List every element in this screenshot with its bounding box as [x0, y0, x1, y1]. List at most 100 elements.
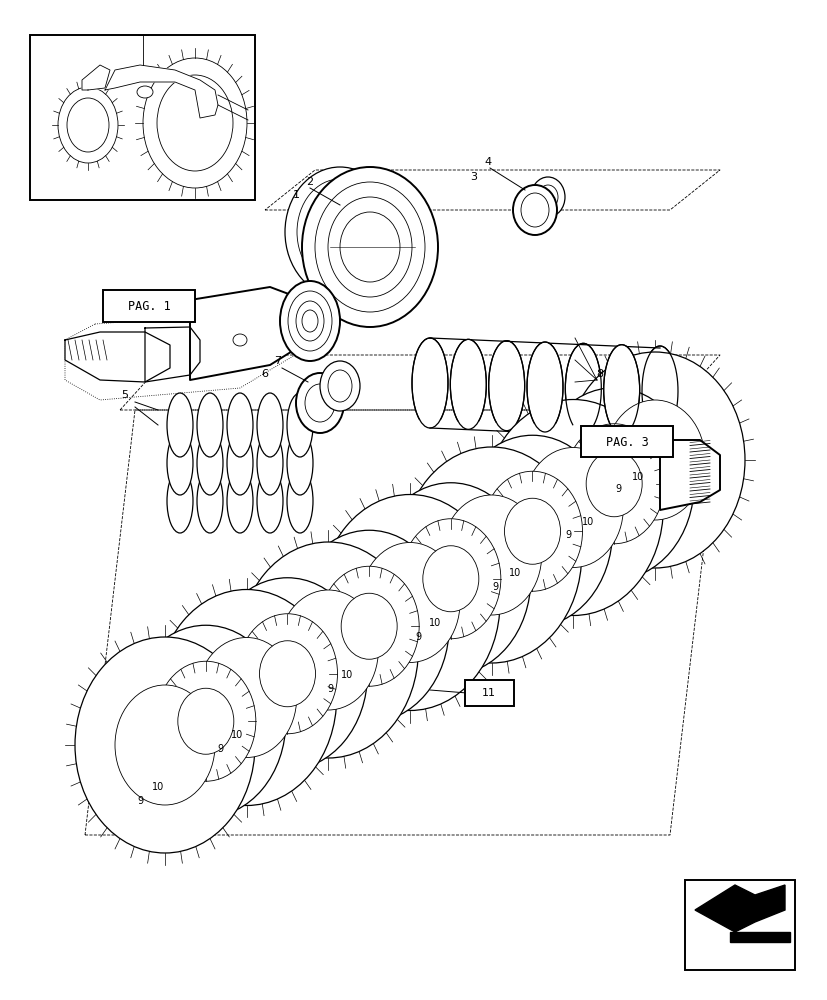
Ellipse shape: [197, 393, 222, 457]
Text: PAG. 1: PAG. 1: [127, 300, 170, 312]
Ellipse shape: [423, 546, 478, 612]
Ellipse shape: [227, 469, 253, 533]
Ellipse shape: [564, 352, 744, 568]
Text: 3: 3: [470, 172, 477, 182]
Ellipse shape: [115, 685, 215, 805]
Ellipse shape: [75, 637, 255, 853]
Text: 9: 9: [414, 632, 421, 642]
Polygon shape: [694, 885, 784, 932]
Text: 10: 10: [341, 670, 352, 680]
Ellipse shape: [238, 542, 418, 758]
FancyBboxPatch shape: [465, 680, 514, 706]
Text: 9: 9: [491, 582, 498, 592]
Ellipse shape: [318, 566, 418, 686]
Text: 9: 9: [614, 484, 620, 494]
Ellipse shape: [605, 400, 704, 520]
Ellipse shape: [302, 167, 437, 327]
Ellipse shape: [256, 469, 283, 533]
Text: PAG. 3: PAG. 3: [605, 436, 648, 448]
Ellipse shape: [237, 614, 337, 734]
Text: 5: 5: [122, 390, 128, 400]
Ellipse shape: [287, 469, 313, 533]
Text: 9: 9: [136, 796, 143, 806]
Ellipse shape: [603, 345, 639, 435]
Ellipse shape: [400, 519, 500, 639]
Polygon shape: [729, 932, 789, 942]
Ellipse shape: [197, 638, 296, 758]
FancyBboxPatch shape: [581, 426, 672, 457]
Text: 10: 10: [428, 618, 441, 628]
Ellipse shape: [520, 193, 548, 227]
Text: 11: 11: [481, 688, 495, 698]
Bar: [684, 880, 794, 970]
Ellipse shape: [586, 451, 642, 517]
Bar: [30, 35, 255, 200]
Ellipse shape: [278, 590, 378, 710]
Ellipse shape: [412, 338, 447, 428]
Ellipse shape: [284, 167, 394, 297]
Text: 10: 10: [631, 472, 643, 482]
Ellipse shape: [259, 641, 315, 707]
Ellipse shape: [530, 177, 564, 217]
Ellipse shape: [289, 530, 448, 722]
Ellipse shape: [178, 688, 233, 754]
Ellipse shape: [208, 578, 367, 770]
Ellipse shape: [143, 58, 246, 188]
Ellipse shape: [327, 197, 412, 297]
Ellipse shape: [482, 471, 582, 591]
Ellipse shape: [287, 393, 313, 457]
Ellipse shape: [58, 87, 118, 163]
Text: 2: 2: [306, 177, 313, 187]
Ellipse shape: [563, 424, 663, 544]
Ellipse shape: [327, 370, 351, 402]
Ellipse shape: [340, 212, 399, 282]
Text: 4: 4: [484, 157, 491, 167]
Ellipse shape: [157, 75, 232, 171]
Ellipse shape: [287, 431, 313, 495]
Ellipse shape: [488, 341, 524, 431]
Text: 9: 9: [217, 744, 222, 754]
Ellipse shape: [452, 435, 612, 627]
Polygon shape: [65, 332, 170, 382]
Ellipse shape: [167, 393, 193, 457]
Text: 6: 6: [261, 369, 268, 379]
Ellipse shape: [155, 661, 256, 781]
Text: 10: 10: [509, 568, 520, 578]
Ellipse shape: [641, 346, 677, 436]
FancyBboxPatch shape: [103, 290, 195, 322]
Ellipse shape: [302, 310, 318, 332]
Ellipse shape: [295, 373, 343, 433]
Text: 9: 9: [564, 530, 571, 540]
Ellipse shape: [304, 384, 335, 422]
Polygon shape: [659, 440, 719, 510]
Text: 7: 7: [274, 356, 281, 366]
Ellipse shape: [450, 339, 485, 429]
Polygon shape: [105, 65, 218, 118]
Ellipse shape: [197, 469, 222, 533]
Ellipse shape: [232, 334, 246, 346]
Polygon shape: [189, 287, 309, 380]
Text: 10: 10: [151, 782, 164, 792]
Ellipse shape: [401, 447, 581, 663]
Ellipse shape: [441, 495, 541, 615]
Ellipse shape: [256, 393, 283, 457]
Polygon shape: [82, 65, 110, 90]
Text: 9: 9: [327, 684, 332, 694]
Ellipse shape: [533, 388, 693, 580]
Text: 8: 8: [595, 369, 603, 379]
Ellipse shape: [360, 542, 460, 662]
Ellipse shape: [513, 185, 557, 235]
Ellipse shape: [227, 393, 253, 457]
Ellipse shape: [504, 498, 560, 564]
Ellipse shape: [319, 361, 360, 411]
Ellipse shape: [319, 494, 500, 710]
Text: 10: 10: [581, 517, 594, 527]
Ellipse shape: [288, 291, 332, 351]
Ellipse shape: [483, 399, 662, 615]
Text: 10: 10: [231, 730, 243, 740]
Ellipse shape: [197, 431, 222, 495]
Ellipse shape: [526, 342, 562, 432]
Ellipse shape: [280, 281, 340, 361]
Ellipse shape: [297, 179, 383, 285]
Ellipse shape: [314, 182, 424, 312]
